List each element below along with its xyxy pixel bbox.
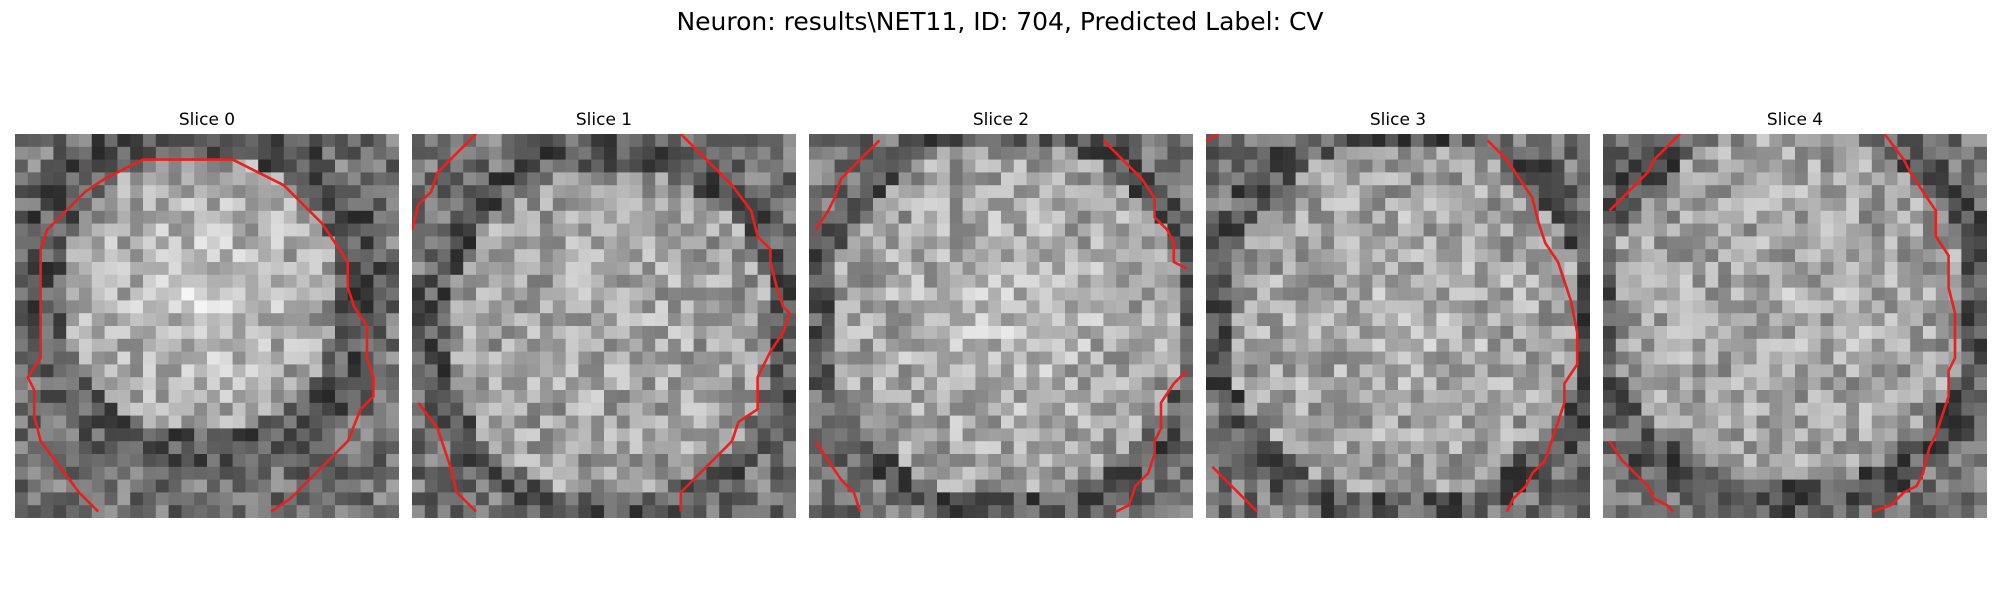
pixel-grid: [1206, 134, 1590, 518]
contour-line: [26, 158, 375, 513]
slice-image-2: [809, 134, 1193, 518]
slice-panel-2: Slice 2: [809, 108, 1193, 518]
figure-title: Neuron: results\NET11, ID: 704, Predicte…: [676, 7, 1324, 36]
slice-title: Slice 4: [1766, 110, 1824, 130]
slice-title: Slice 0: [178, 110, 236, 130]
slice-panel-3: Slice 3: [1206, 108, 1590, 518]
contour-line: [679, 134, 792, 512]
slice-panel-0: Slice 0: [15, 108, 399, 518]
contour-line: [814, 440, 862, 513]
contour-line: [412, 134, 477, 231]
contour-line: [1115, 369, 1188, 513]
slice-image-3: [1206, 134, 1590, 518]
slice-title: Slice 2: [972, 110, 1030, 130]
slice-title: Slice 3: [1369, 110, 1427, 130]
contour-line: [1486, 139, 1579, 513]
contour-line: [1871, 134, 1957, 513]
slice-panel-4: Slice 4: [1603, 108, 1987, 518]
contour-line: [1608, 134, 1681, 212]
slice-image-0: [15, 134, 399, 518]
slice-title: Slice 1: [575, 110, 633, 130]
contour-line: [1206, 134, 1220, 142]
pixel-grid: [412, 134, 796, 518]
pixel-grid: [809, 134, 1193, 518]
contour-line: [1102, 139, 1188, 270]
contour-line: [1608, 440, 1675, 513]
contour-line: [1211, 465, 1259, 513]
slice-image-1: [412, 134, 796, 518]
contour-line: [814, 139, 881, 231]
slice-image-4: [1603, 134, 1987, 518]
contour-line: [417, 402, 477, 513]
pixel-grid: [15, 134, 399, 518]
slice-panel-1: Slice 1: [412, 108, 796, 518]
pixel-grid: [1603, 134, 1987, 518]
